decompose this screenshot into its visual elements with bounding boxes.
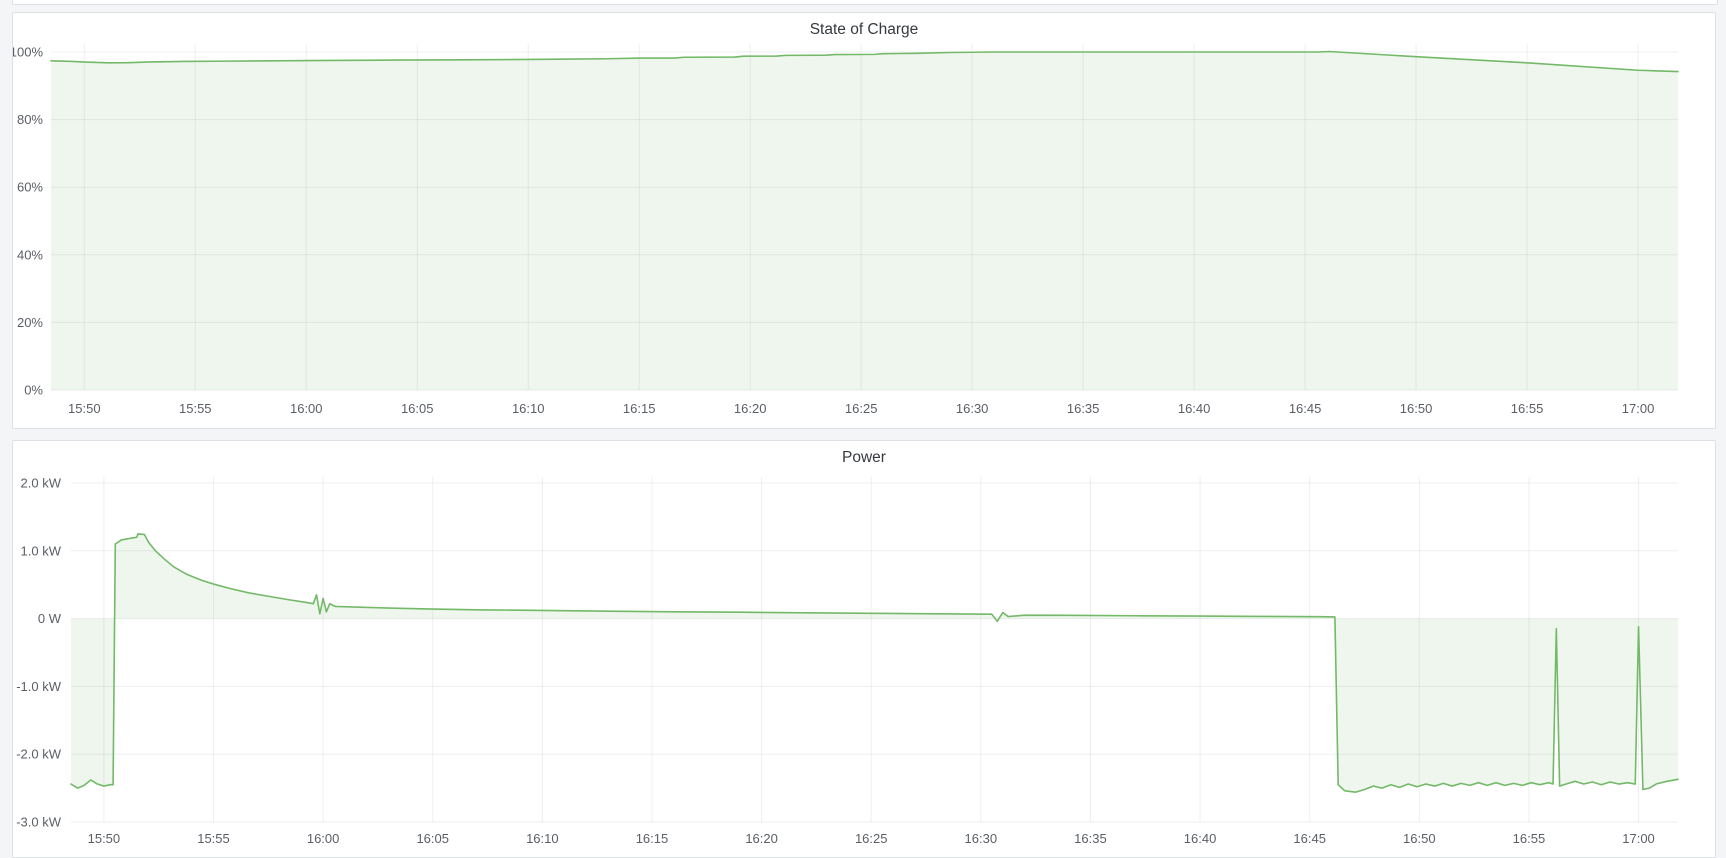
y-axis-label: 0 W [38,611,62,626]
series-line [50,50,1679,73]
panel-above-edge [12,0,1718,5]
x-axis-label: 16:40 [1184,831,1217,846]
gridlines [51,44,1678,391]
x-axis-label: 16:45 [1293,831,1326,846]
axis-labels: 15:50 15:55 16:00 16:05 16:10 16:15 16:20 16:25… [13,45,1654,417]
y-axis-label: -2.0 kW [16,747,62,762]
x-axis-label: 17:00 [1622,401,1655,416]
x-axis-label: 15:55 [179,401,212,416]
y-axis-label: 0% [24,383,43,398]
x-axis-label: 17:00 [1622,831,1655,846]
x-axis-label: 16:50 [1403,831,1436,846]
x-axis-label: 16:00 [290,401,323,416]
x-axis-label: 16:05 [401,401,434,416]
axis-labels: 15:50 15:55 16:00 16:05 16:10 16:15 16:20 16:25… [16,476,1655,847]
series-fill [51,51,1678,391]
x-axis-label: 16:20 [745,831,778,846]
y-axis-label: -3.0 kW [16,815,62,830]
x-axis-label: 16:25 [855,831,888,846]
x-axis-label: 16:55 [1513,831,1546,846]
power-panel-title[interactable]: Power [842,449,886,466]
x-axis-label: 16:10 [512,401,545,416]
y-axis-label: 20% [17,315,43,330]
y-axis-label: 2.0 kW [21,476,62,491]
series-line [70,533,1679,793]
x-axis-label: 16:20 [734,401,767,416]
x-axis-label: 16:15 [623,401,656,416]
x-axis-label: 16:00 [307,831,340,846]
x-axis-label: 16:15 [636,831,669,846]
x-axis-label: 16:35 [1074,831,1107,846]
state-of-charge-chart[interactable]: 15:50 15:55 16:00 16:05 16:10 16:15 16:20 16:25… [13,13,1715,428]
x-axis-label: 16:50 [1400,401,1433,416]
x-axis-label: 16:30 [956,401,989,416]
x-axis-label: 16:05 [416,831,449,846]
x-axis-label: 16:25 [845,401,878,416]
x-axis-label: 15:55 [197,831,230,846]
x-axis-label: 15:50 [88,831,121,846]
x-axis-label: 16:35 [1067,401,1100,416]
y-axis-label: 1.0 kW [21,543,62,558]
gridlines [71,477,1678,823]
state-of-charge-panel: 15:50 15:55 16:00 16:05 16:10 16:15 16:20 16:25… [12,12,1716,429]
x-axis-label: 15:50 [68,401,101,416]
x-axis-label: 16:10 [526,831,559,846]
power-chart[interactable]: 15:50 15:55 16:00 16:05 16:10 16:15 16:20 16:25… [13,441,1715,857]
y-axis-label: 100% [13,45,43,60]
x-axis-label: 16:30 [965,831,998,846]
x-axis-label: 16:55 [1511,401,1544,416]
y-axis-label: 80% [17,112,43,127]
x-axis-label: 16:40 [1178,401,1211,416]
power-panel: 15:50 15:55 16:00 16:05 16:10 16:15 16:20 16:25… [12,440,1716,858]
x-axis-label: 16:45 [1289,401,1322,416]
series-fill [71,533,1678,793]
y-axis-label: 60% [17,180,43,195]
y-axis-label: -1.0 kW [16,679,62,694]
state-of-charge-panel-title[interactable]: State of Charge [809,21,919,38]
y-axis-label: 40% [17,247,43,262]
